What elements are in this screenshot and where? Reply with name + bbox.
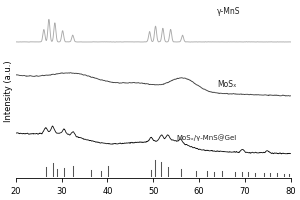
Text: MoSₓ: MoSₓ bbox=[217, 80, 237, 89]
Text: MoSₓ/γ-MnS@Gel: MoSₓ/γ-MnS@Gel bbox=[176, 134, 236, 141]
Y-axis label: Intensity (a.u.): Intensity (a.u.) bbox=[4, 60, 13, 122]
Text: γ-MnS: γ-MnS bbox=[217, 7, 241, 16]
